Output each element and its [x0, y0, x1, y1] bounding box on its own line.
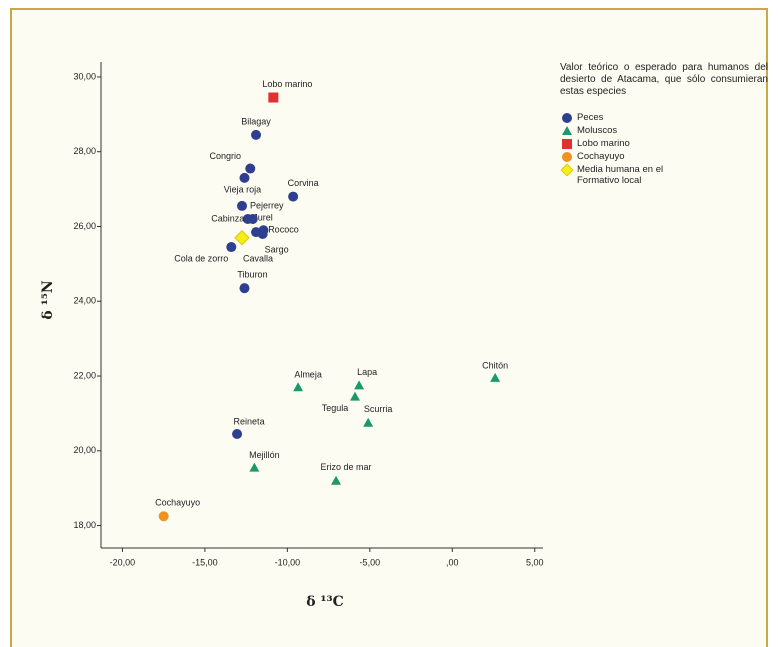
point — [293, 382, 304, 392]
legend-marker — [560, 164, 574, 176]
legend-marker — [562, 113, 572, 123]
legend-entry: Moluscos — [560, 125, 768, 137]
point — [331, 475, 342, 485]
point — [363, 417, 374, 427]
legend-label: Moluscos — [577, 125, 618, 136]
legend: Valor teórico o esperado para humanos de… — [560, 62, 768, 187]
point-label: Rococo — [268, 225, 299, 235]
legend-label: Cochayuyo — [577, 151, 625, 162]
point — [354, 380, 365, 390]
point — [288, 191, 299, 202]
x-tick-label: -10,00 — [275, 557, 301, 567]
point — [237, 200, 248, 211]
y-tick-label: 26,00 — [73, 221, 96, 231]
point — [251, 129, 262, 140]
point — [562, 113, 572, 123]
point-label: Erizo de mar — [321, 462, 372, 472]
point-label: Mejillón — [249, 450, 280, 460]
legend-entry: Peces — [560, 112, 768, 124]
point — [562, 139, 572, 149]
point-label: Tegula — [322, 403, 349, 413]
y-tick-label: 22,00 — [73, 370, 96, 380]
x-tick-label: 5,00 — [526, 557, 544, 567]
point — [562, 152, 572, 162]
legend-marker — [562, 139, 572, 149]
point-label: Chitón — [482, 360, 508, 370]
point-label: Almeja — [294, 370, 322, 380]
legend-entry: Lobo marino — [560, 138, 768, 150]
point — [234, 230, 250, 246]
x-tick-label: ,00 — [446, 557, 459, 567]
x-tick-label: -5,00 — [360, 557, 381, 567]
legend-title: Valor teórico o esperado para humanos de… — [560, 62, 768, 97]
point-label: Sargo — [265, 244, 289, 254]
point-label: Bilagay — [241, 116, 271, 126]
legend-marker — [562, 126, 572, 135]
point-label: Congrio — [209, 151, 241, 161]
point — [232, 428, 243, 439]
legend-label: Media humana en el Formativo local — [577, 164, 664, 186]
x-tick-label: -20,00 — [110, 557, 136, 567]
y-axis-label: δ ¹⁵N — [40, 280, 56, 319]
legend-label: Lobo marino — [577, 138, 630, 149]
legend-marker — [562, 152, 572, 162]
point-label: Reineta — [234, 416, 265, 426]
point-label: Cola de zorro — [174, 253, 228, 263]
point — [239, 172, 250, 183]
legend-label: Peces — [577, 112, 604, 123]
point-label: Corvina — [288, 178, 319, 188]
point — [560, 164, 574, 176]
point — [251, 227, 262, 238]
frame — [10, 8, 768, 647]
y-tick-label: 24,00 — [73, 296, 96, 306]
point-label: Cabinza — [211, 213, 244, 223]
x-axis-label: δ ¹³C — [306, 594, 344, 610]
point — [245, 163, 256, 174]
point-label: Cochayuyo — [155, 498, 200, 508]
point — [242, 214, 253, 225]
point — [249, 462, 260, 472]
point-label: Cavalla — [243, 253, 273, 263]
y-tick-label: 20,00 — [73, 445, 96, 455]
point-label: Pejerrey — [250, 200, 284, 210]
y-tick-label: 18,00 — [73, 520, 96, 530]
point — [490, 372, 501, 382]
legend-entry: Cochayuyo — [560, 151, 768, 163]
point-label: Vieja roja — [224, 184, 261, 194]
x-tick-label: -15,00 — [192, 557, 218, 567]
point-label: Lapa — [357, 367, 377, 377]
point — [268, 92, 279, 103]
legend-entry: Media humana en el Formativo local — [560, 164, 768, 186]
point-label: Scurria — [364, 404, 393, 414]
point-label: Tiburon — [237, 270, 267, 280]
point — [562, 126, 572, 135]
y-tick-label: 28,00 — [73, 146, 96, 156]
point — [239, 283, 250, 294]
point — [226, 242, 237, 253]
point-label: Jurel — [253, 212, 273, 222]
point — [349, 391, 360, 401]
point-label: Lobo marino — [262, 79, 312, 89]
point — [158, 511, 169, 522]
y-tick-label: 30,00 — [73, 71, 96, 81]
